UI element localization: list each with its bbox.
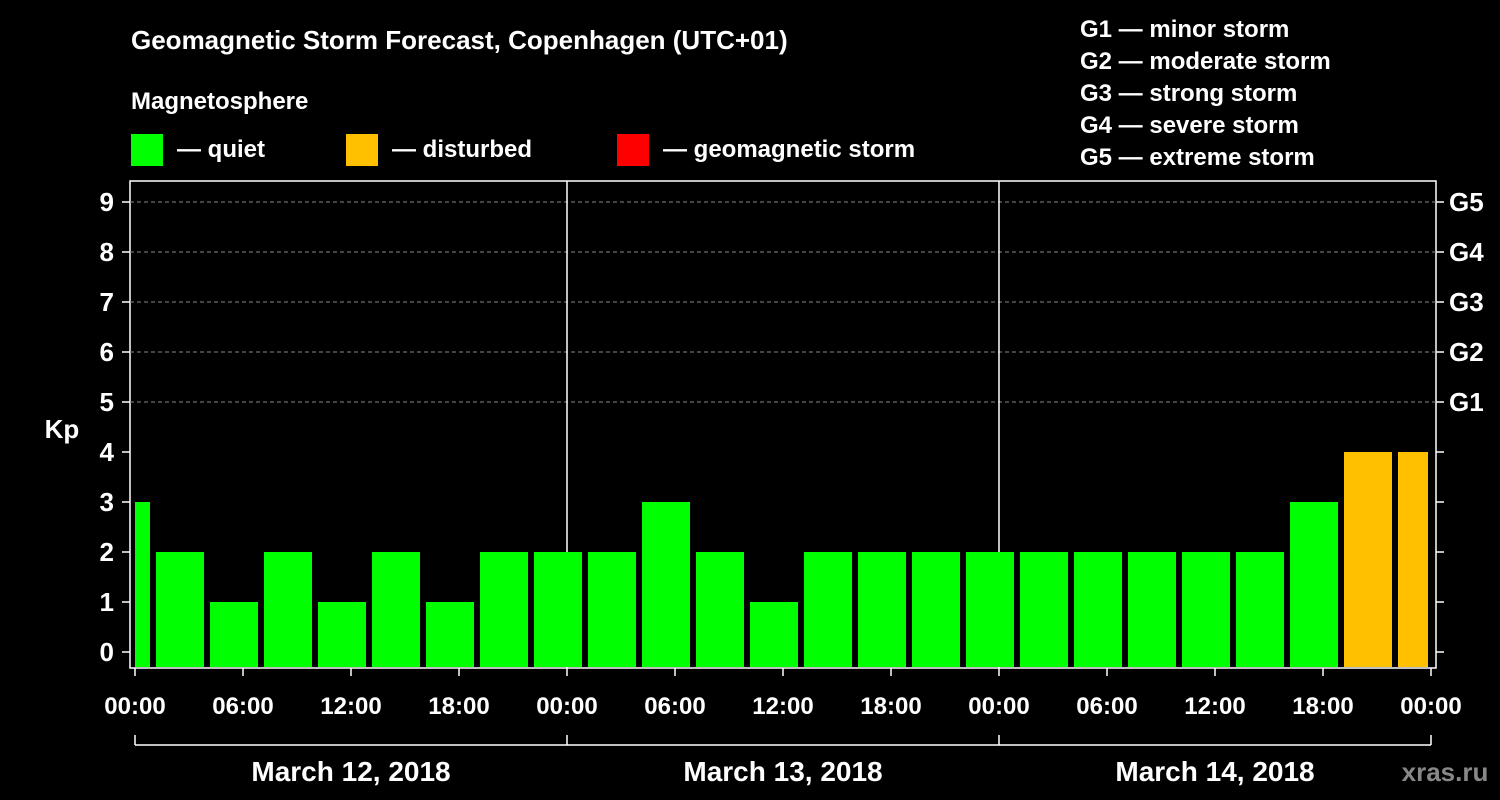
storm-scale-item: G5 — extreme storm xyxy=(1080,144,1315,171)
date-label: March 13, 2018 xyxy=(683,756,882,787)
y-axis-label: Kp xyxy=(45,414,80,444)
x-tick-label: 18:00 xyxy=(860,693,921,720)
kp-bar xyxy=(480,552,528,667)
kp-bar xyxy=(1128,552,1176,667)
x-tick-label: 06:00 xyxy=(644,693,705,720)
kp-bar xyxy=(264,552,312,667)
kp-bar xyxy=(1074,552,1122,667)
legend-swatch-quiet xyxy=(131,134,163,166)
y-tick-label: 2 xyxy=(100,537,114,567)
kp-bar xyxy=(858,552,906,667)
kp-bar xyxy=(426,602,474,667)
x-tick-label: 12:00 xyxy=(320,693,381,720)
date-label: March 14, 2018 xyxy=(1115,756,1314,787)
storm-scale-item: G3 — strong storm xyxy=(1080,80,1297,107)
y-tick-label: 1 xyxy=(100,587,114,617)
storm-level-label: G1 xyxy=(1449,387,1484,417)
kp-bar xyxy=(588,552,636,667)
kp-bar xyxy=(1290,502,1338,667)
y-tick-label: 3 xyxy=(100,487,114,517)
kp-bar xyxy=(135,502,150,667)
legend-label-geomagnetic-storm: — geomagnetic storm xyxy=(663,136,915,163)
x-tick-label: 18:00 xyxy=(428,693,489,720)
chart-title: Geomagnetic Storm Forecast, Copenhagen (… xyxy=(131,25,788,55)
storm-level-label: G5 xyxy=(1449,187,1484,217)
x-tick-label: 00:00 xyxy=(1400,693,1461,720)
x-tick-label: 00:00 xyxy=(968,693,1029,720)
kp-bar xyxy=(1182,552,1230,667)
date-label: March 12, 2018 xyxy=(251,756,450,787)
kp-bar xyxy=(372,552,420,667)
y-tick-label: 5 xyxy=(100,387,114,417)
y-tick-label: 0 xyxy=(100,637,114,667)
storm-scale-item: G4 — severe storm xyxy=(1080,112,1299,139)
watermark: xras.ru xyxy=(1402,757,1489,787)
y-tick-label: 7 xyxy=(100,287,114,317)
y-tick-label: 4 xyxy=(100,437,115,467)
kp-bar xyxy=(318,602,366,667)
legend-swatch-geomagnetic-storm xyxy=(617,134,649,166)
kp-bar xyxy=(696,552,744,667)
storm-level-label: G2 xyxy=(1449,337,1484,367)
x-tick-label: 12:00 xyxy=(1184,693,1245,720)
x-tick-label: 12:00 xyxy=(752,693,813,720)
kp-bar xyxy=(1344,452,1392,667)
y-tick-label: 9 xyxy=(100,187,114,217)
legend-label-quiet: — quiet xyxy=(177,136,265,163)
legend-swatch-disturbed xyxy=(346,134,378,166)
storm-scale-item: G1 — minor storm xyxy=(1080,16,1289,43)
kp-bar xyxy=(1236,552,1284,667)
storm-level-label: G3 xyxy=(1449,287,1484,317)
storm-scale-item: G2 — moderate storm xyxy=(1080,48,1331,75)
kp-bar xyxy=(156,552,204,667)
kp-bar xyxy=(1398,452,1428,667)
x-tick-label: 06:00 xyxy=(1076,693,1137,720)
x-tick-label: 00:00 xyxy=(104,693,165,720)
kp-bar xyxy=(750,602,798,667)
x-tick-label: 00:00 xyxy=(536,693,597,720)
kp-bar xyxy=(534,552,582,667)
kp-bar xyxy=(1020,552,1068,667)
x-tick-label: 06:00 xyxy=(212,693,273,720)
legend-label-disturbed: — disturbed xyxy=(392,136,532,163)
legend-heading: Magnetosphere xyxy=(131,88,308,115)
kp-bar xyxy=(966,552,1014,667)
legend: — quiet — disturbed — geomagnetic storm xyxy=(131,134,915,166)
y-tick-label: 8 xyxy=(100,237,114,267)
y-tick-label: 6 xyxy=(100,337,114,367)
storm-scale-legend: G1 — minor storm G2 — moderate storm G3 — … xyxy=(1080,16,1331,171)
kp-bar xyxy=(804,552,852,667)
kp-bar xyxy=(642,502,690,667)
x-tick-label: 18:00 xyxy=(1292,693,1353,720)
storm-level-label: G4 xyxy=(1449,237,1484,267)
kp-bar xyxy=(912,552,960,667)
kp-bar xyxy=(210,602,258,667)
plot-area: 0 1 2 3 4 5 6 7 8 9 G1 G2 G3 G4 G5 00:00 06:00 12:00 18:00… xyxy=(100,180,1484,787)
